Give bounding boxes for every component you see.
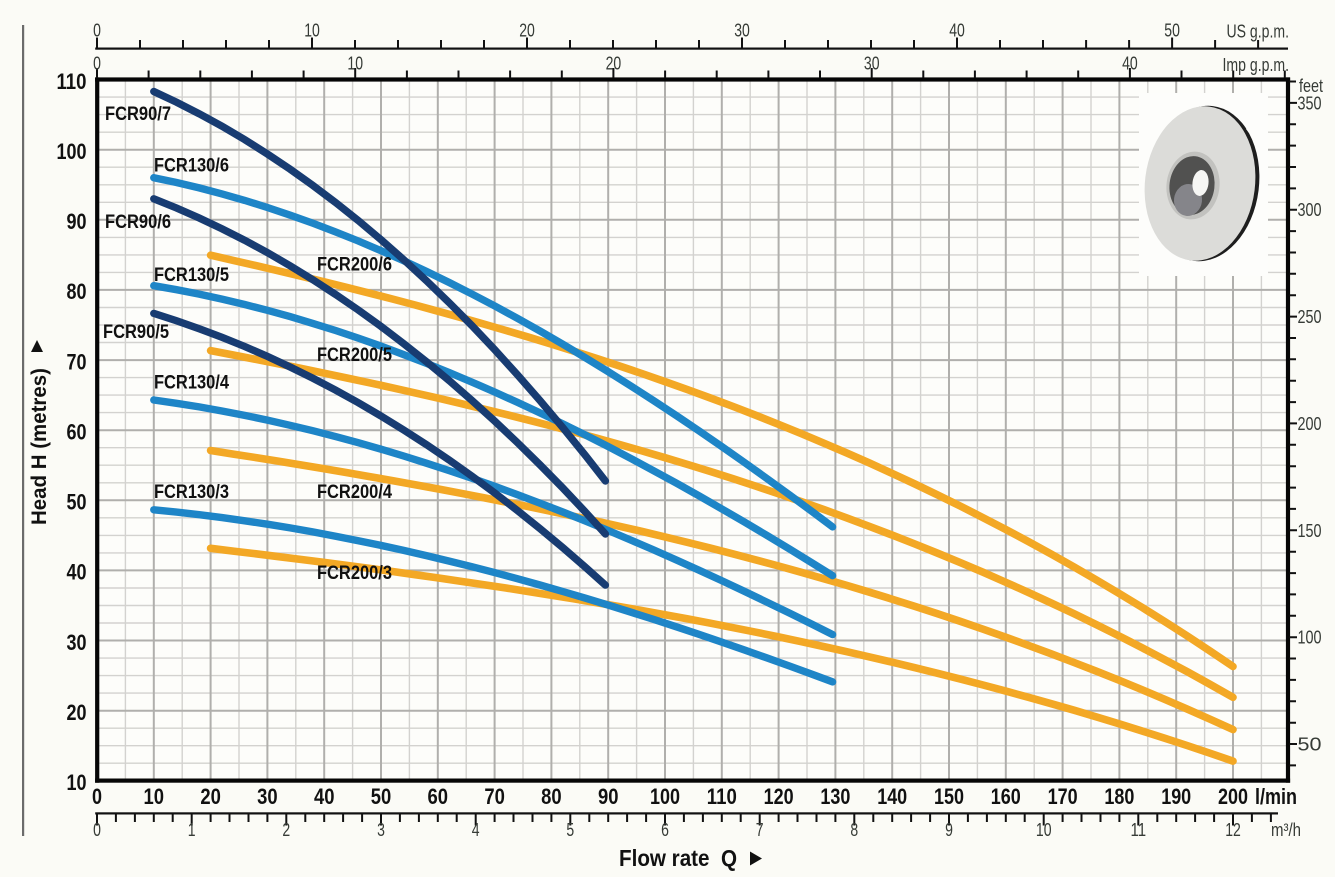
svg-text:80: 80 — [541, 784, 562, 809]
svg-text:10: 10 — [304, 21, 320, 41]
svg-text:8: 8 — [850, 820, 858, 840]
svg-text:20: 20 — [200, 784, 221, 809]
svg-text:140: 140 — [877, 784, 907, 809]
svg-text:20: 20 — [606, 54, 622, 74]
svg-text:150: 150 — [934, 784, 964, 809]
svg-text:6: 6 — [661, 820, 669, 840]
svg-text:110: 110 — [707, 784, 737, 809]
svg-text:30: 30 — [864, 54, 880, 74]
svg-text:Flow rate Q: Flow rate Q — [619, 845, 737, 871]
svg-text:FCR200/4: FCR200/4 — [317, 482, 392, 503]
svg-text:FCR90/5: FCR90/5 — [103, 322, 169, 343]
svg-text:100: 100 — [650, 784, 680, 809]
svg-text:10: 10 — [67, 770, 87, 795]
svg-text:30: 30 — [734, 21, 750, 41]
svg-text:300: 300 — [1298, 200, 1322, 220]
svg-text:0: 0 — [93, 820, 101, 840]
svg-text:180: 180 — [1104, 784, 1134, 809]
svg-text:3: 3 — [377, 820, 385, 840]
svg-text:FCR130/6: FCR130/6 — [154, 156, 229, 177]
svg-text:90: 90 — [598, 784, 619, 809]
svg-text:60: 60 — [428, 784, 449, 809]
svg-text:40: 40 — [314, 784, 335, 809]
svg-text:feet: feet — [1299, 76, 1323, 96]
svg-text:110: 110 — [57, 69, 87, 94]
svg-text:FCR130/4: FCR130/4 — [154, 373, 229, 394]
svg-text:40: 40 — [1122, 54, 1138, 74]
svg-text:0: 0 — [93, 54, 101, 74]
svg-text:30: 30 — [67, 630, 87, 655]
svg-text:Head H (metres): Head H (metres) — [28, 368, 51, 525]
svg-text:80: 80 — [67, 279, 87, 304]
svg-text:130: 130 — [820, 784, 850, 809]
svg-text:2: 2 — [282, 820, 290, 840]
svg-text:170: 170 — [1048, 784, 1078, 809]
svg-text:50: 50 — [67, 490, 87, 515]
svg-text:Imp g.p.m.: Imp g.p.m. — [1223, 55, 1290, 75]
svg-text:11: 11 — [1131, 820, 1147, 840]
svg-text:100: 100 — [1298, 628, 1322, 648]
svg-text:350: 350 — [1298, 93, 1322, 113]
svg-text:50: 50 — [1164, 21, 1180, 41]
svg-text:m³/h: m³/h — [1271, 820, 1301, 840]
svg-text:7: 7 — [756, 820, 764, 840]
svg-text:20: 20 — [67, 700, 87, 725]
svg-text:FCR90/7: FCR90/7 — [105, 104, 171, 125]
svg-text:4: 4 — [472, 820, 480, 840]
svg-text:10: 10 — [144, 784, 165, 809]
svg-text:FCR130/3: FCR130/3 — [154, 482, 229, 503]
svg-text:10: 10 — [347, 54, 363, 74]
svg-text:250: 250 — [1298, 307, 1322, 327]
svg-text:160: 160 — [991, 784, 1021, 809]
svg-text:50: 50 — [371, 784, 392, 809]
svg-text:40: 40 — [949, 21, 965, 41]
svg-text:12: 12 — [1225, 820, 1241, 840]
svg-text:120: 120 — [764, 784, 794, 809]
svg-text:40: 40 — [67, 560, 87, 585]
svg-text:10: 10 — [1036, 820, 1052, 840]
svg-text:200: 200 — [1218, 784, 1248, 809]
svg-text:150: 150 — [1298, 521, 1322, 541]
svg-text:100: 100 — [57, 139, 87, 164]
svg-text:FCR200/3: FCR200/3 — [317, 563, 392, 584]
svg-text:9: 9 — [945, 820, 953, 840]
svg-text:190: 190 — [1161, 784, 1191, 809]
svg-text:60: 60 — [67, 420, 87, 445]
svg-text:90: 90 — [67, 209, 87, 234]
svg-text:5: 5 — [566, 820, 574, 840]
svg-text:FCR130/5: FCR130/5 — [154, 265, 229, 286]
svg-text:US g.p.m.: US g.p.m. — [1227, 22, 1290, 42]
svg-text:0: 0 — [92, 784, 102, 809]
svg-text:200: 200 — [1298, 414, 1322, 434]
svg-text:0: 0 — [93, 21, 101, 41]
svg-text:70: 70 — [484, 784, 505, 809]
svg-text:1: 1 — [188, 820, 196, 840]
svg-text:FCR90/6: FCR90/6 — [105, 212, 171, 233]
svg-text:FCR200/6: FCR200/6 — [317, 255, 392, 276]
svg-text:20: 20 — [519, 21, 535, 41]
svg-text:70: 70 — [67, 349, 87, 374]
svg-text:50: 50 — [1298, 735, 1322, 755]
svg-text:l/min: l/min — [1255, 784, 1297, 809]
svg-text:30: 30 — [257, 784, 278, 809]
svg-text:FCR200/5: FCR200/5 — [317, 345, 392, 366]
